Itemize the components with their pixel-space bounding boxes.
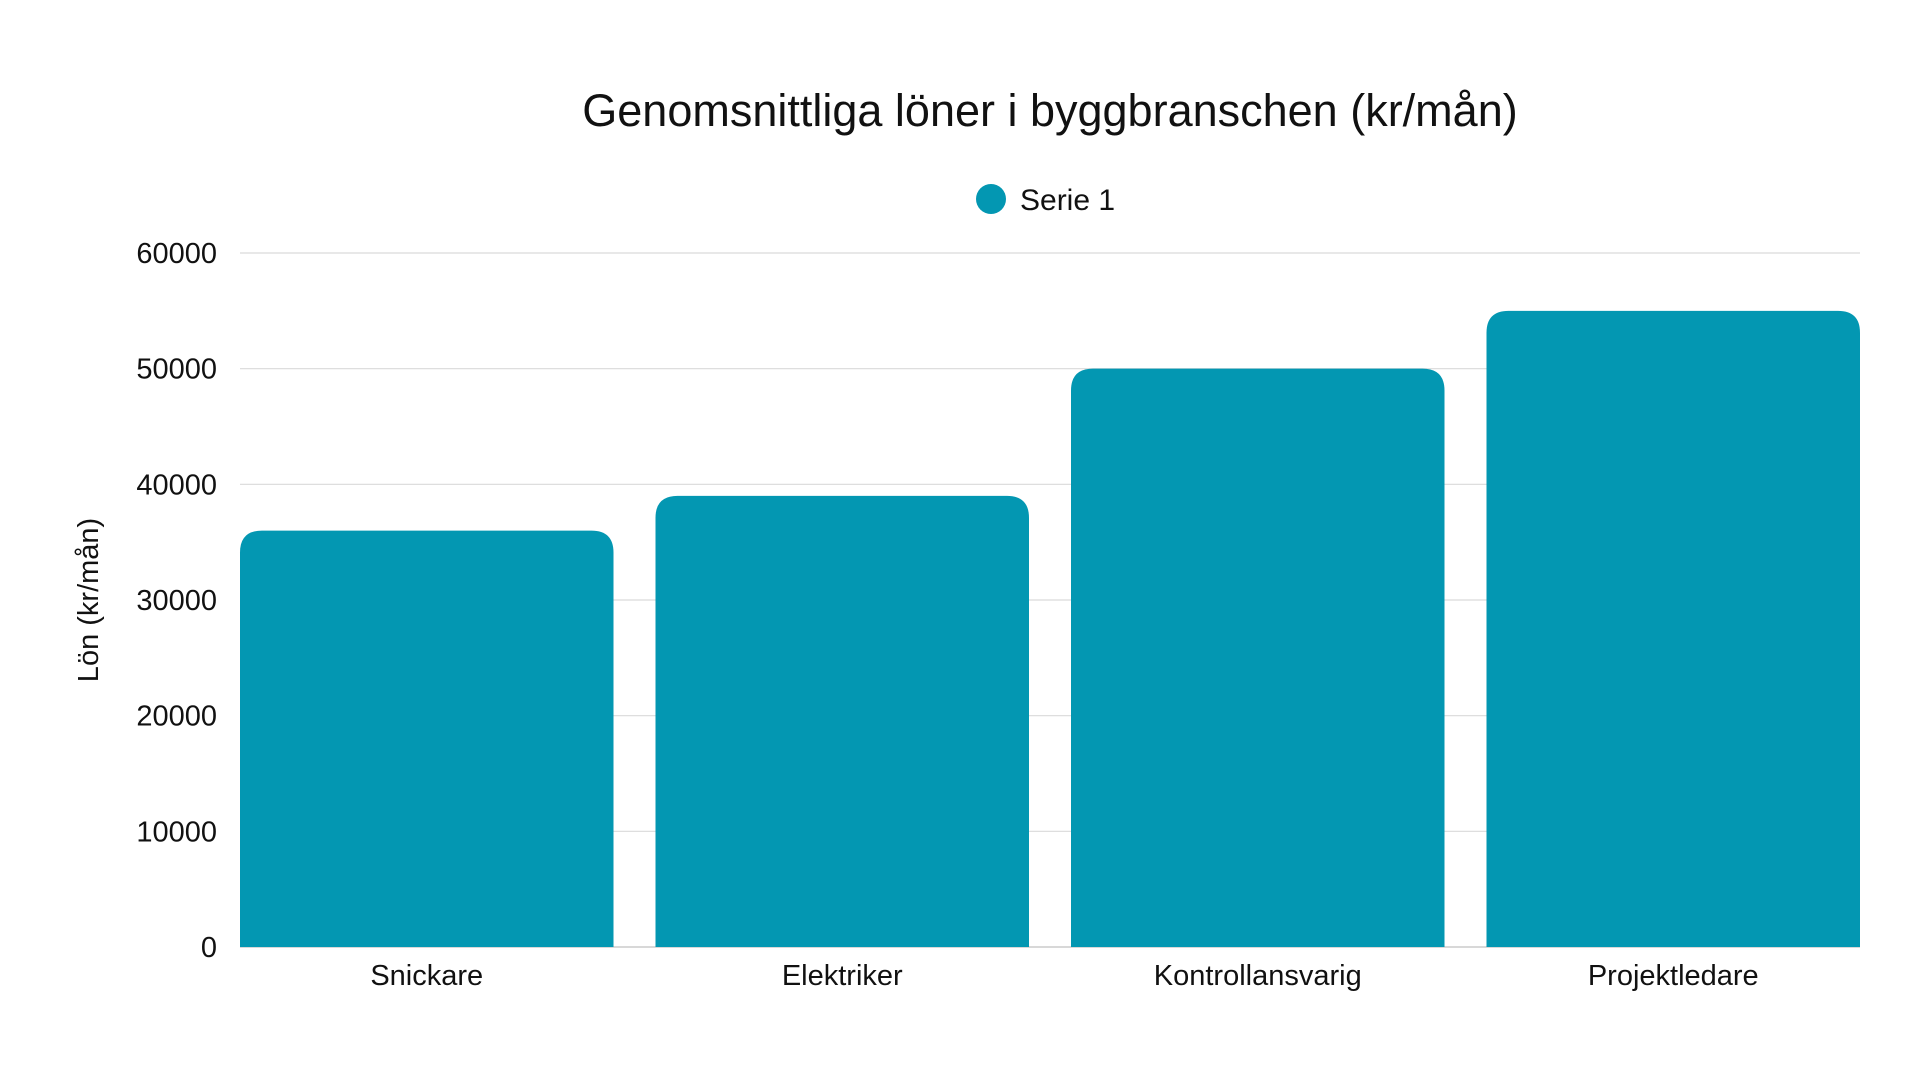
bars <box>240 310 1861 948</box>
bar-projektledare[interactable] <box>1486 310 1861 947</box>
x-tick-label-elektriker: Elektriker <box>782 960 903 992</box>
legend-label-serie-1: Serie 1 <box>1020 184 1115 217</box>
bar-snickare[interactable] <box>240 530 614 947</box>
x-axis-ticks: Snickare Elektriker Kontrollansvarig Projek… <box>370 960 1758 992</box>
y-tick-label-30000: 30000 <box>136 585 217 617</box>
legend-marker-serie-1 <box>976 184 1006 214</box>
y-tick-label-50000: 50000 <box>136 354 217 386</box>
bar-kontrollansvarig[interactable] <box>1071 368 1445 948</box>
chart-title: Genomsnittliga löner i byggbranschen (kr… <box>582 85 1517 136</box>
y-tick-label-60000: 60000 <box>136 238 217 270</box>
y-tick-label-0: 0 <box>201 932 217 964</box>
x-tick-label-snickare: Snickare <box>370 960 483 992</box>
y-tick-label-20000: 20000 <box>136 701 217 733</box>
y-tick-label-10000: 10000 <box>136 816 217 848</box>
x-tick-label-kontrollansvarig: Kontrollansvarig <box>1154 960 1362 992</box>
y-tick-label-40000: 40000 <box>136 469 217 501</box>
y-axis-ticks: 0 10000 20000 30000 40000 50000 60000 <box>136 238 217 964</box>
y-axis-label: Lön (kr/mån) <box>73 518 105 682</box>
x-tick-label-projektledare: Projektledare <box>1588 960 1759 992</box>
legend[interactable]: Serie 1 <box>976 184 1115 217</box>
bar-elektriker[interactable] <box>655 495 1030 947</box>
